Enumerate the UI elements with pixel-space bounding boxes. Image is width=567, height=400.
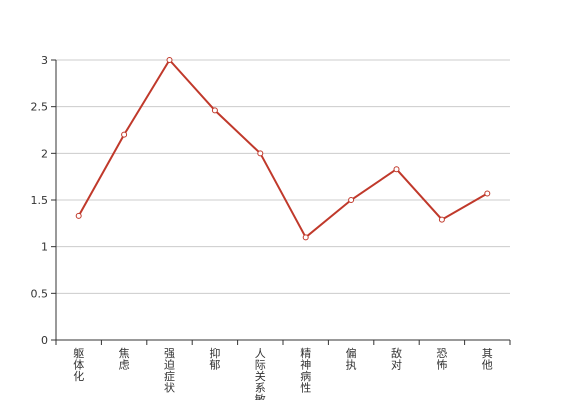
y-tick-label-1: 0.5 xyxy=(31,287,49,300)
x-tick-label-5: 精神病性 xyxy=(300,347,311,395)
data-point-2[interactable] xyxy=(166,57,173,63)
data-point-9[interactable] xyxy=(484,190,491,197)
data-point-6[interactable] xyxy=(348,197,355,203)
data-point-7[interactable] xyxy=(393,166,400,173)
x-tick-label-2: 强迫症状 xyxy=(164,347,175,395)
y-tick-label-6: 3 xyxy=(41,54,48,67)
x-tick-label-1: 焦虑 xyxy=(119,347,130,372)
grid-lines xyxy=(56,59,510,294)
data-point-5[interactable] xyxy=(302,234,309,241)
y-tick-label-2: 1 xyxy=(41,241,48,254)
data-point-1[interactable] xyxy=(121,131,128,138)
y-tick-labels: 0 0.5 1 1.5 2 2.5 3 xyxy=(31,54,56,347)
x-tick-label-8: 恐怖 xyxy=(436,347,447,372)
y-tick-label-5: 2.5 xyxy=(31,101,49,114)
data-point-0[interactable] xyxy=(75,212,82,219)
y-tick-label-0: 0 xyxy=(41,334,48,347)
data-point-8[interactable] xyxy=(438,216,445,223)
x-tick-label-4: 人际关系敏感 xyxy=(255,347,266,400)
x-tick-label-3: 抑郁 xyxy=(209,346,220,372)
x-tick-label-9: 其他 xyxy=(482,347,493,372)
y-tick-label-3: 1.5 xyxy=(31,194,49,207)
x-tick-label-6: 偏执 xyxy=(346,346,357,372)
data-point-3[interactable] xyxy=(211,107,218,114)
x-tick-label-0: 躯体化 xyxy=(73,347,84,383)
series-line-0 xyxy=(77,58,488,239)
data-series xyxy=(75,57,491,241)
x-tick-labels: 躯体化 焦虑 强迫症状 抑郁 人际关系敏感 精神病性 偏执 敌对 恐怖 其他 xyxy=(55,340,511,400)
data-point-4[interactable] xyxy=(257,150,264,157)
y-tick-label-4: 2 xyxy=(41,147,48,160)
x-tick-label-7: 敌对 xyxy=(391,346,402,372)
